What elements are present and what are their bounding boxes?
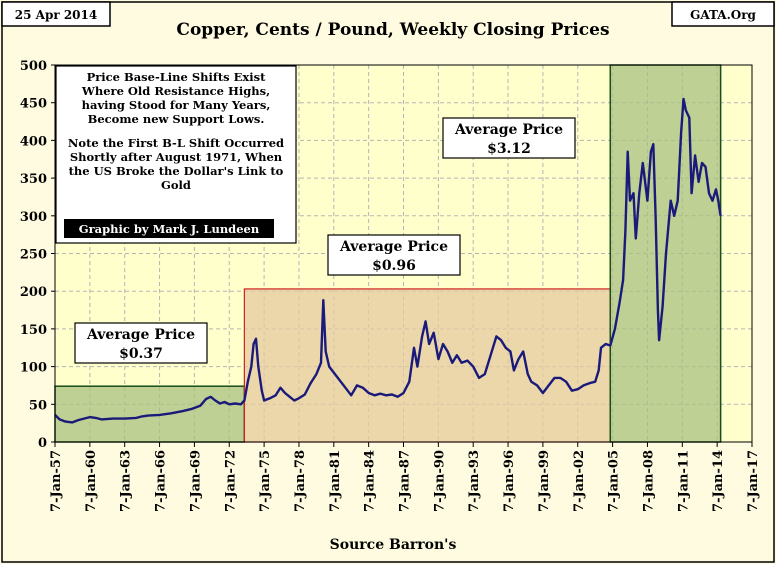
x-tick-label: 7-Jan-57 (49, 450, 64, 512)
x-tick-label: 7-Jan-78 (293, 450, 308, 512)
average-price-box (442, 117, 576, 159)
x-tick-label: 7-Jan-99 (537, 450, 552, 512)
average-price-title: Average Price (454, 122, 563, 138)
x-tick-label: 7-Jan-08 (641, 450, 656, 512)
annotation-box (55, 65, 297, 244)
source-tag-box (671, 1, 775, 27)
copper-price-line (54, 97, 722, 424)
note-line: Become new Support Lows. (88, 112, 265, 126)
y-tick-label: 250 (20, 248, 47, 263)
x-tick-label: 7-Jan-87 (398, 450, 413, 512)
x-axis: 7-Jan-57 7-Jan-60 7-Jan-63 7-Jan-66 7-Jan-69… (49, 442, 761, 512)
credit-bar (64, 219, 274, 238)
x-tick-label: 7-Jan-72 (223, 450, 238, 512)
x-axis-label: Source Barron's (330, 537, 457, 553)
x-tick-label: 7-Jan-75 (258, 450, 273, 512)
average-price-box (327, 234, 461, 276)
y-tick-label: 500 (20, 59, 47, 74)
average-price-title: Average Price (339, 239, 448, 255)
average-price-value: $0.96 (372, 258, 416, 274)
price-series (54, 97, 722, 424)
band-1973-2004 (243, 288, 611, 443)
average-price-labels: Average Price $0.37 Average Price $0.96 Aver… (74, 117, 576, 364)
y-tick-label: 100 (20, 361, 47, 376)
date-tag: 25 Apr 2014 (15, 8, 97, 22)
x-tick-label: 7-Jan-60 (84, 450, 99, 512)
x-tick-label: 7-Jan-69 (188, 450, 203, 512)
y-tick-label: 150 (20, 323, 47, 338)
note-line: Shortly after August 1971, When (70, 150, 283, 164)
average-price-box (74, 322, 208, 364)
x-tick-label: 7-Jan-11 (676, 450, 691, 512)
x-tick-label: 7-Jan-17 (746, 450, 761, 512)
x-tick-label: 7-Jan-02 (572, 450, 587, 512)
source-tag: GATA.Org (690, 8, 756, 22)
x-tick-label: 7-Jan-93 (467, 450, 482, 512)
y-axis: 0 50 100 150 200 250 300 350 400 450 500 (20, 59, 55, 451)
note-line: Gold (161, 178, 191, 192)
annotation-note: Price Base-Line Shifts Exist Where Old R… (55, 65, 297, 244)
note-line: having Stood for Many Years, (82, 98, 271, 112)
x-tick-label: 7-Jan-63 (119, 450, 134, 512)
x-tick-label: 7-Jan-14 (711, 450, 726, 512)
credit-text: Graphic by Mark J. Lundeen (79, 222, 260, 236)
note-line: Price Base-Line Shifts Exist (87, 70, 267, 84)
x-tick-label: 7-Jan-81 (328, 450, 343, 512)
x-tick-label: 7-Jan-90 (432, 450, 447, 512)
date-tag-box (1, 1, 111, 27)
x-tick-label: 7-Jan-05 (607, 450, 622, 512)
x-tick-label: 7-Jan-66 (154, 450, 169, 512)
average-price-value: $0.37 (119, 346, 163, 362)
average-price-value: $3.12 (487, 141, 531, 157)
y-tick-label: 0 (38, 436, 47, 451)
note-line: Where Old Resistance Highs, (81, 84, 270, 98)
chart-title: Copper, Cents / Pound, Weekly Closing Pr… (176, 20, 609, 40)
x-tick-label: 7-Jan-96 (502, 450, 517, 512)
note-line: Note the First B-L Shift Occurred (68, 136, 284, 150)
y-tick-label: 450 (20, 97, 47, 112)
y-tick-label: 400 (20, 134, 47, 149)
y-tick-label: 300 (20, 210, 47, 225)
y-tick-label: 50 (29, 398, 47, 413)
band-1957-1973 (54, 385, 246, 443)
y-tick-label: 200 (20, 285, 47, 300)
x-tick-label: 7-Jan-84 (363, 450, 378, 512)
y-tick-label: 350 (20, 172, 47, 187)
average-price-title: Average Price (86, 327, 195, 343)
note-line: the US Broke the Dollar's Link to (69, 164, 284, 178)
